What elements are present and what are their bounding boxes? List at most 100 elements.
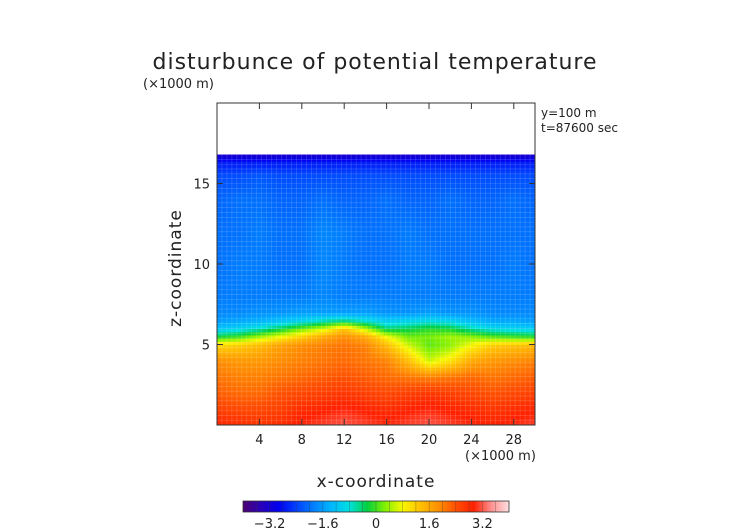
- heatmap-cell: [523, 241, 528, 246]
- heatmap-cell: [403, 318, 409, 323]
- heatmap-cell: [376, 289, 381, 294]
- heatmap-cell: [268, 225, 274, 230]
- heatmap-cell: [387, 283, 393, 288]
- heatmap-cell: [387, 344, 393, 349]
- heatmap-cell: [328, 318, 333, 323]
- heatmap-cell: [312, 328, 317, 333]
- heatmap-cell: [332, 402, 337, 407]
- heatmap-cell: [411, 373, 417, 378]
- heatmap-cell: [344, 341, 349, 346]
- heatmap-cell: [463, 386, 469, 391]
- heatmap-cell: [471, 286, 476, 291]
- heatmap-cell: [288, 273, 294, 278]
- heatmap-cell: [352, 238, 357, 243]
- heatmap-cell: [491, 331, 496, 336]
- heatmap-cell: [387, 383, 393, 387]
- heatmap-cell: [443, 357, 449, 362]
- heatmap-cell: [368, 392, 373, 397]
- heatmap-cell: [491, 286, 496, 291]
- heatmap-cell: [296, 344, 302, 349]
- heatmap-cell: [228, 257, 234, 262]
- heatmap-cell: [459, 357, 465, 362]
- heatmap-cell: [296, 367, 302, 371]
- heatmap-cell: [296, 273, 302, 278]
- heatmap-cell: [411, 338, 417, 342]
- heatmap-cell: [391, 367, 397, 371]
- heatmap-cell: [336, 386, 341, 391]
- heatmap-cell: [224, 283, 230, 288]
- heatmap-cell: [455, 296, 461, 301]
- heatmap-cell: [340, 222, 345, 226]
- heatmap-cell: [455, 286, 461, 291]
- heatmap-cell: [527, 254, 532, 259]
- heatmap-cell: [435, 402, 441, 407]
- heatmap-cell: [427, 347, 433, 352]
- heatmap-cell: [399, 338, 405, 342]
- heatmap-cell: [272, 379, 278, 384]
- heatmap-cell: [463, 389, 469, 394]
- heatmap-cell: [356, 325, 361, 329]
- heatmap-cell: [252, 402, 258, 407]
- heatmap-cell: [419, 383, 425, 387]
- heatmap-cell: [471, 228, 476, 233]
- heatmap-cell: [356, 376, 361, 381]
- heatmap-cell: [391, 331, 397, 336]
- heatmap-cell: [387, 321, 393, 326]
- heatmap-cell: [387, 392, 393, 397]
- heatmap-cell: [356, 292, 361, 297]
- heatmap-cell: [479, 312, 484, 317]
- heatmap-cell: [395, 247, 401, 252]
- heatmap-cell: [312, 292, 317, 297]
- heatmap-cell: [515, 231, 520, 236]
- heatmap-cell: [308, 334, 313, 339]
- heatmap-cell: [252, 421, 258, 425]
- heatmap-cell: [383, 280, 389, 284]
- heatmap-cell: [292, 267, 298, 272]
- heatmap-cell: [391, 292, 397, 297]
- heatmap-cell: [272, 331, 278, 336]
- heatmap-cell: [519, 415, 524, 420]
- heatmap-cell: [391, 315, 397, 320]
- heatmap-cell: [511, 257, 516, 262]
- heatmap-cell: [260, 331, 266, 336]
- heatmap-cell: [240, 244, 246, 249]
- heatmap-cell: [376, 270, 381, 275]
- heatmap-cell: [471, 225, 476, 230]
- heatmap-cell: [344, 286, 349, 291]
- heatmap-cell: [352, 338, 357, 342]
- heatmap-cell: [423, 273, 429, 278]
- heatmap-cell: [511, 267, 516, 272]
- heatmap-cell: [292, 225, 298, 230]
- heatmap-cell: [419, 254, 425, 259]
- heatmap-cell: [316, 344, 321, 349]
- heatmap-cell: [495, 405, 500, 410]
- heatmap-cell: [447, 257, 453, 262]
- heatmap-cell: [407, 321, 413, 326]
- heatmap-cell: [352, 392, 357, 397]
- heatmap-cell: [360, 383, 365, 387]
- heatmap-cell: [399, 363, 405, 368]
- heatmap-cell: [224, 296, 230, 301]
- heatmap-cell: [487, 418, 492, 423]
- heatmap-cell: [475, 231, 480, 236]
- heatmap-cell: [228, 328, 234, 333]
- heatmap-cell: [459, 399, 465, 404]
- heatmap-cell: [348, 354, 353, 358]
- heatmap-cell: [475, 405, 480, 410]
- heatmap-cell: [427, 273, 433, 278]
- heatmap-cell: [360, 231, 365, 236]
- heatmap-cell: [324, 367, 329, 371]
- heatmap-cell: [399, 228, 405, 233]
- heatmap-cell: [376, 367, 381, 371]
- heatmap-cell: [276, 418, 282, 423]
- heatmap-cell: [312, 373, 317, 378]
- heatmap-cell: [499, 402, 504, 407]
- heatmap-cell: [435, 328, 441, 333]
- heatmap-cell: [312, 325, 317, 329]
- heatmap-cell: [439, 399, 445, 404]
- heatmap-cell: [344, 367, 349, 371]
- heatmap-cell: [312, 247, 317, 252]
- heatmap-cell: [439, 299, 445, 304]
- heatmap-cell: [419, 225, 425, 230]
- heatmap-cell: [312, 235, 317, 239]
